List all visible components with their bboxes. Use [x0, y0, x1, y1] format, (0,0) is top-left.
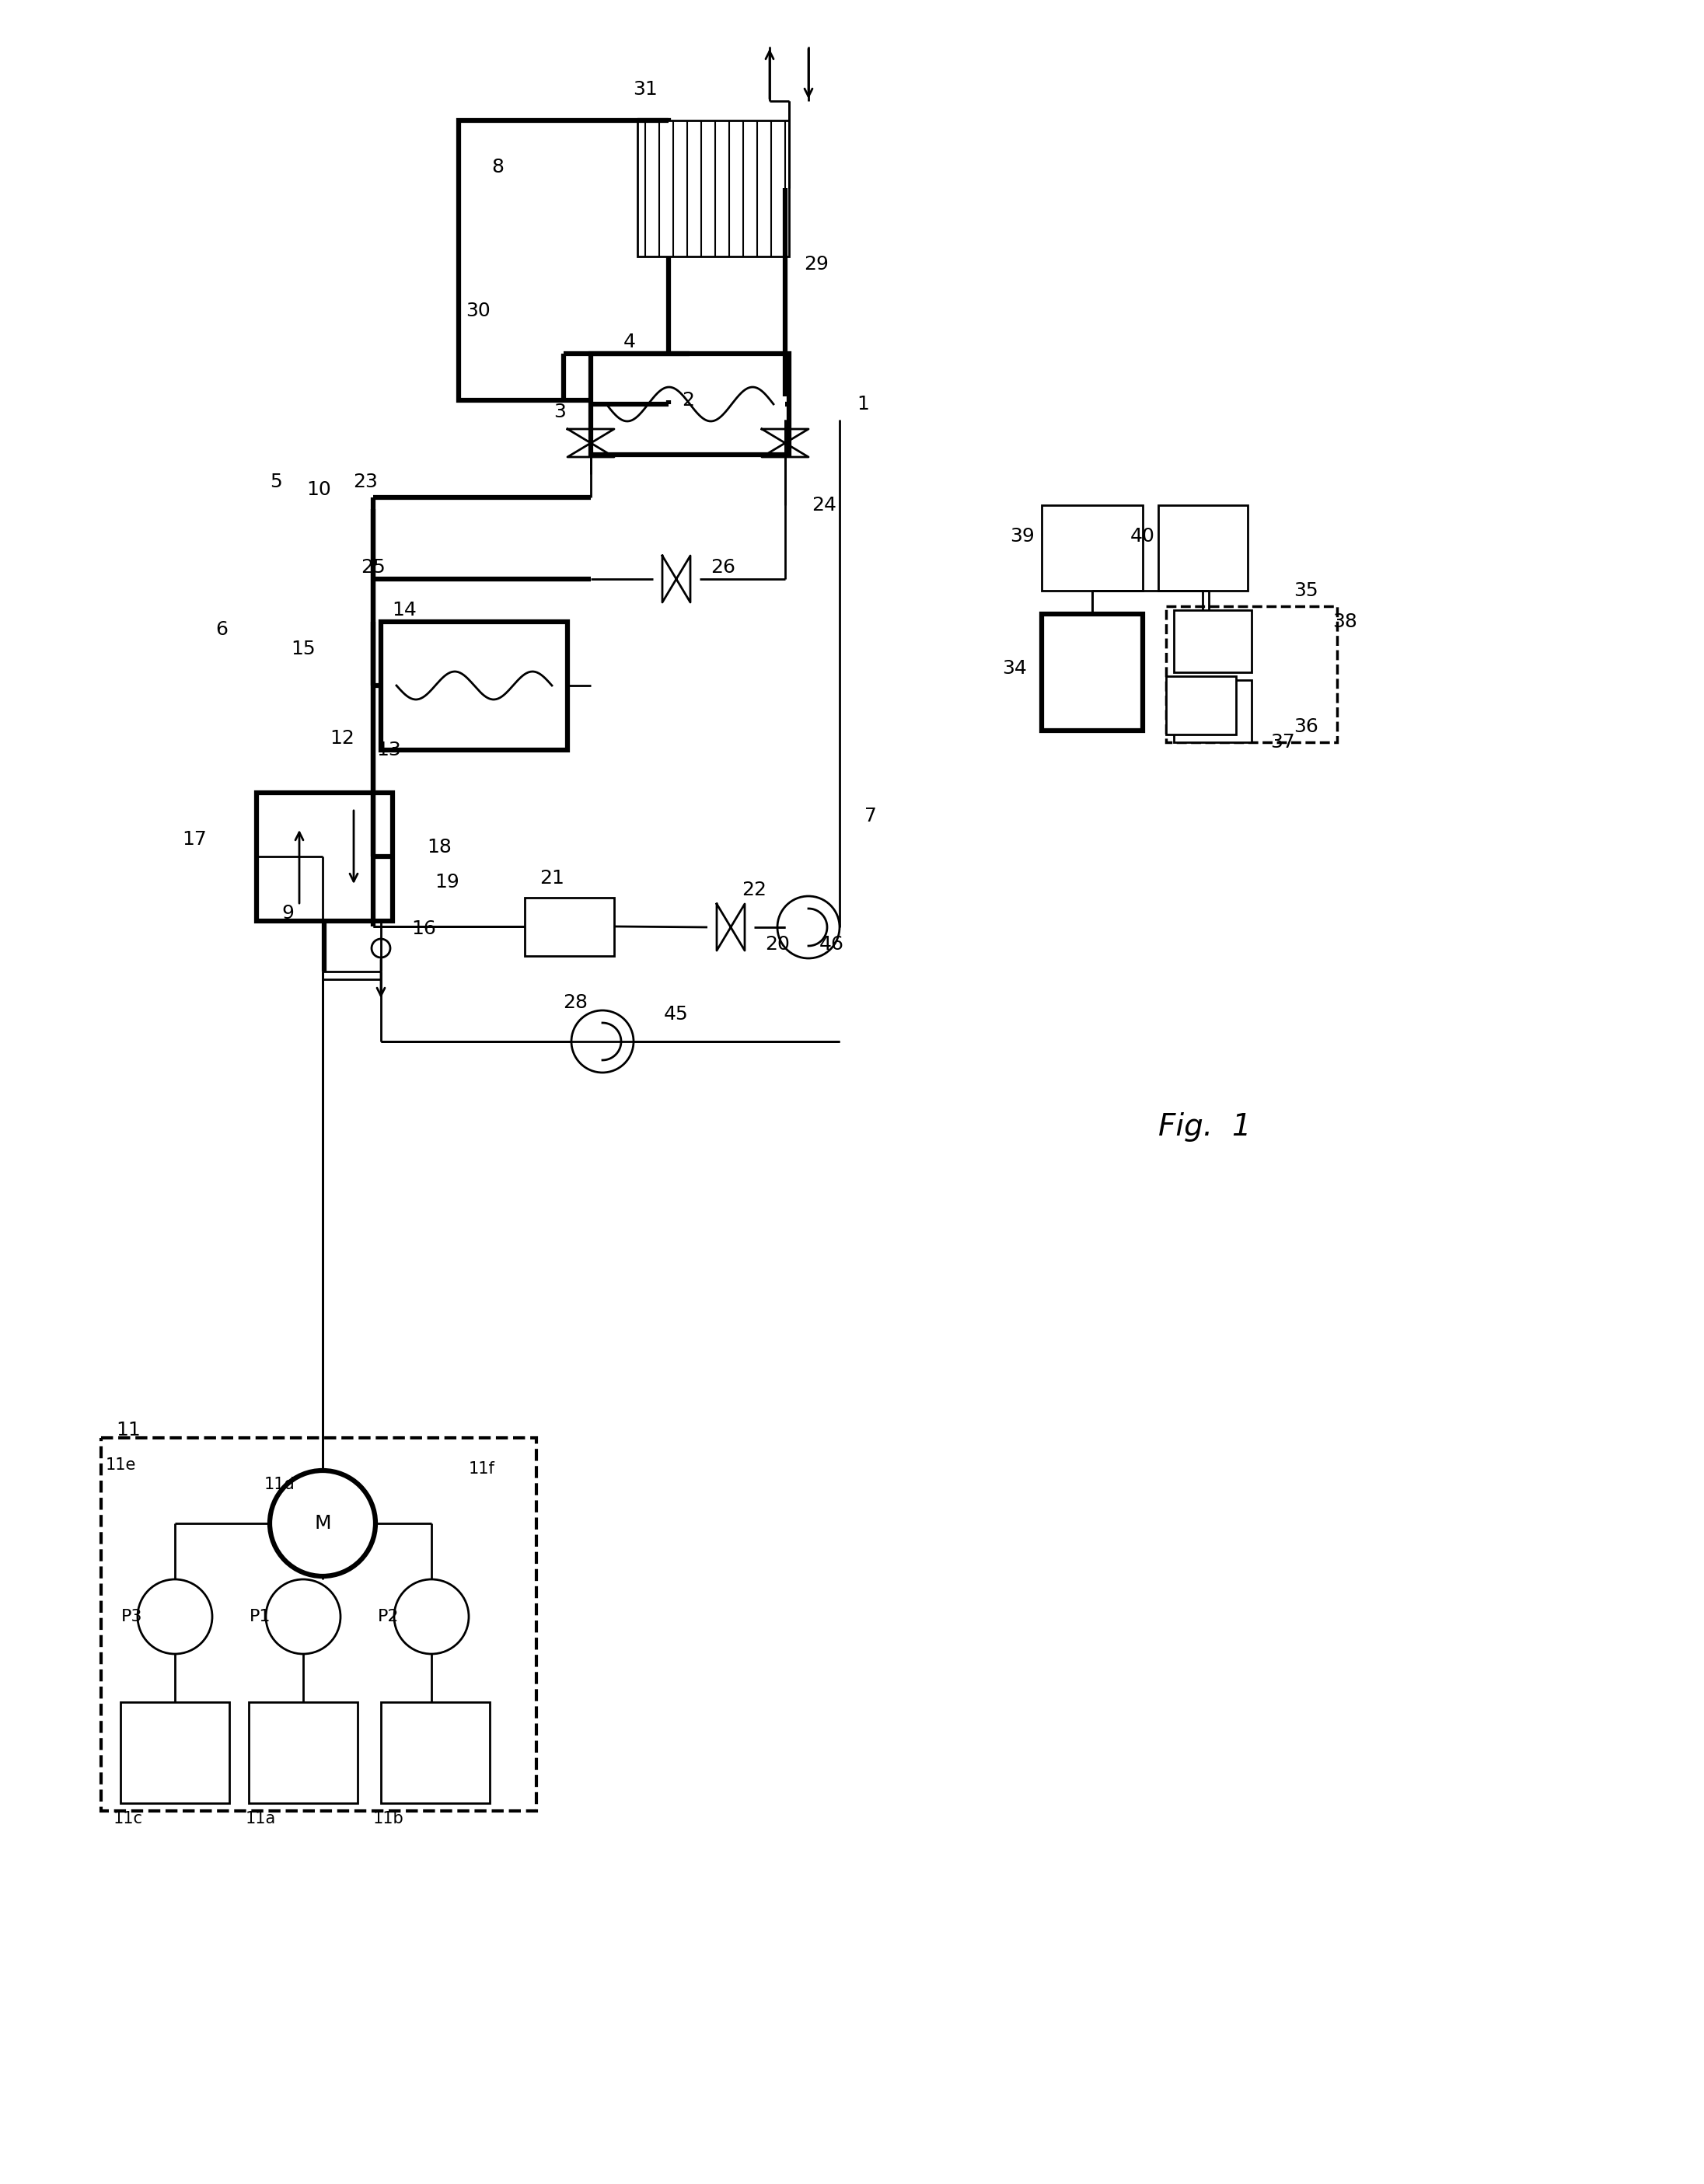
Text: P2: P2 — [378, 1610, 399, 1625]
Text: 45: 45 — [665, 1005, 688, 1024]
Circle shape — [394, 1579, 469, 1653]
Bar — [525, 898, 613, 957]
Text: 11d: 11d — [264, 1476, 295, 1492]
Bar — [1174, 679, 1251, 743]
Bar — [591, 354, 789, 454]
Text: 1: 1 — [857, 395, 869, 413]
Text: 5: 5 — [269, 472, 283, 491]
Circle shape — [266, 1579, 341, 1653]
Text: 4: 4 — [624, 332, 636, 352]
Text: 11b: 11b — [373, 1811, 404, 1826]
Text: 10: 10 — [307, 480, 331, 498]
Text: 12: 12 — [329, 729, 354, 747]
Bar — [458, 120, 668, 400]
Bar — [1159, 505, 1247, 590]
Text: 11a: 11a — [245, 1811, 276, 1826]
Text: 29: 29 — [804, 256, 828, 273]
Text: 31: 31 — [632, 81, 658, 98]
Text: 22: 22 — [741, 880, 767, 900]
Text: 25: 25 — [361, 559, 385, 577]
Text: P3: P3 — [121, 1610, 143, 1625]
Text: 3: 3 — [554, 402, 566, 422]
Circle shape — [777, 895, 840, 959]
Bar — [121, 1701, 230, 1804]
Text: 13: 13 — [377, 740, 400, 760]
Text: 19: 19 — [435, 874, 460, 891]
Text: 20: 20 — [765, 935, 789, 954]
Text: 39: 39 — [1010, 526, 1034, 546]
Text: 30: 30 — [465, 301, 491, 321]
Text: 6: 6 — [215, 620, 228, 640]
Text: 11c: 11c — [114, 1811, 143, 1826]
Bar — [1174, 609, 1251, 673]
Text: 16: 16 — [411, 919, 436, 939]
Circle shape — [371, 939, 390, 957]
Text: 28: 28 — [562, 994, 588, 1011]
Text: 11: 11 — [116, 1422, 141, 1439]
Bar — [637, 120, 789, 256]
Text: 18: 18 — [426, 839, 452, 856]
Bar — [382, 622, 567, 749]
Text: 26: 26 — [711, 559, 736, 577]
Text: 11f: 11f — [469, 1461, 496, 1476]
Circle shape — [571, 1011, 634, 1072]
Text: 21: 21 — [540, 869, 564, 887]
Bar — [1166, 607, 1338, 743]
Bar — [257, 793, 392, 922]
Text: 17: 17 — [182, 830, 206, 850]
Bar — [382, 1701, 489, 1804]
Text: P1: P1 — [250, 1610, 271, 1625]
Text: 8: 8 — [491, 157, 504, 177]
Text: 24: 24 — [811, 496, 837, 515]
Text: 46: 46 — [820, 935, 843, 954]
Bar — [101, 1437, 537, 1811]
Bar — [1166, 677, 1235, 734]
Text: 35: 35 — [1293, 581, 1319, 601]
Text: Fig.  1: Fig. 1 — [1159, 1112, 1251, 1142]
Bar — [249, 1701, 358, 1804]
Text: 34: 34 — [1002, 660, 1028, 677]
Text: 36: 36 — [1293, 716, 1319, 736]
Circle shape — [138, 1579, 213, 1653]
Text: 7: 7 — [864, 806, 878, 826]
Text: 38: 38 — [1333, 612, 1358, 631]
Text: 9: 9 — [281, 904, 293, 922]
Text: 11e: 11e — [106, 1457, 136, 1472]
Text: 2: 2 — [682, 391, 694, 411]
Text: 15: 15 — [291, 640, 315, 657]
Bar — [1041, 614, 1143, 732]
Text: 40: 40 — [1130, 526, 1155, 546]
Text: 37: 37 — [1269, 734, 1295, 751]
Text: 14: 14 — [392, 601, 416, 620]
Circle shape — [269, 1470, 375, 1577]
Text: 23: 23 — [353, 472, 378, 491]
Bar — [1041, 505, 1143, 590]
Text: M: M — [314, 1514, 331, 1533]
